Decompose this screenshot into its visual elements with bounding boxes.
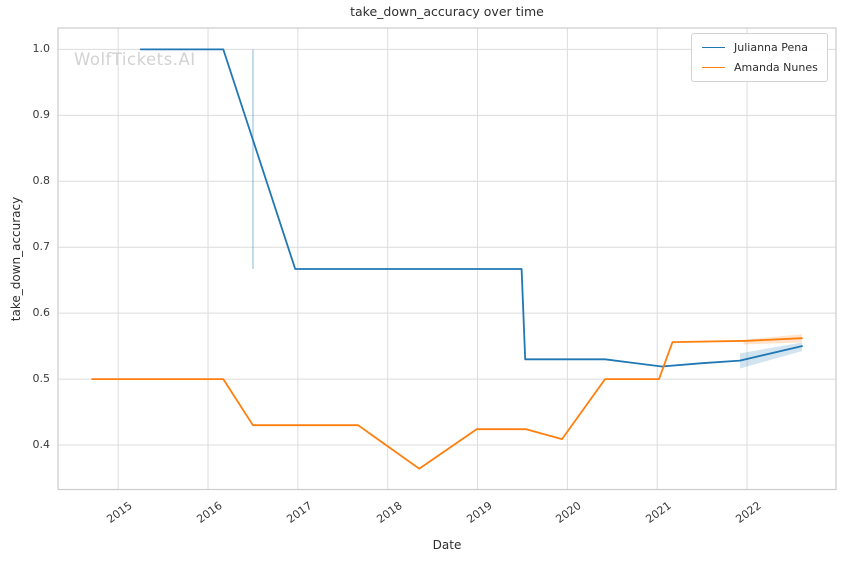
watermark: WolfTickets.AI — [74, 50, 196, 69]
series-line — [139, 48, 803, 368]
legend: Julianna Pena Amanda Nunes — [691, 33, 828, 82]
legend-label: Amanda Nunes — [734, 61, 818, 74]
y-tick-label: 0.4 — [32, 437, 51, 451]
series-line — [91, 337, 803, 470]
legend-item: Amanda Nunes — [699, 59, 818, 76]
legend-line-swatch — [702, 67, 725, 68]
confidence-band — [739, 342, 802, 369]
legend-line-swatch — [702, 47, 725, 48]
x-axis-label: Date — [432, 538, 462, 552]
y-tick-label: 0.6 — [32, 306, 51, 320]
y-tick-label: 0.7 — [32, 240, 51, 254]
plot-border — [57, 27, 837, 491]
legend-item: Julianna Pena — [699, 39, 818, 56]
y-tick-label: 0.5 — [32, 372, 51, 386]
legend-label: Julianna Pena — [734, 41, 808, 54]
y-tick-label: 1.0 — [32, 42, 51, 56]
y-axis-label: take_down_accuracy — [9, 196, 23, 322]
confidence-band — [252, 49, 254, 270]
y-tick-label: 0.8 — [32, 174, 51, 188]
y-tick-label: 0.9 — [32, 108, 51, 122]
chart-title: take_down_accuracy over time — [350, 4, 544, 19]
